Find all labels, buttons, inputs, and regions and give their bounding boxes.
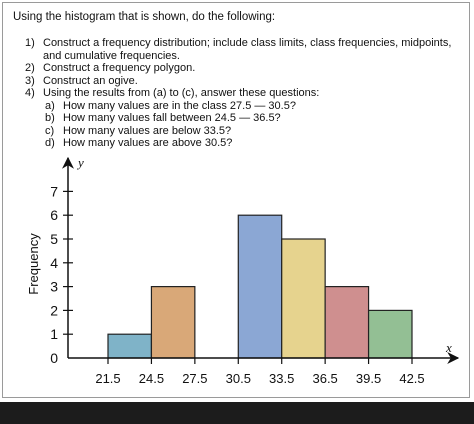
- task-item: 3) Construct an ogive.: [13, 75, 465, 88]
- histogram-bar: [367, 309, 413, 359]
- y-axis-letter: y: [76, 155, 84, 170]
- task-item: 1) Construct a frequency distribution; i…: [13, 37, 465, 62]
- x-tick-label: 39.5: [356, 371, 381, 386]
- histogram-bar: [107, 333, 153, 359]
- x-tick-label: 33.5: [269, 371, 294, 386]
- task-list: 1) Construct a frequency distribution; i…: [13, 37, 465, 150]
- task-number: 2): [25, 62, 35, 74]
- question-letter: b): [45, 112, 55, 124]
- question-item: c) How many values are below 33.5?: [43, 125, 465, 138]
- question-item: a) How many values are in the class 27.5…: [43, 100, 465, 113]
- y-axis-label: Frequency: [26, 233, 41, 295]
- task-item: 2) Construct a frequency polygon.: [13, 62, 465, 75]
- question-item: d) How many values are above 30.5?: [43, 137, 465, 150]
- task-text: Construct a frequency polygon.: [43, 62, 196, 74]
- question-letter: a): [45, 99, 55, 112]
- intro-text: Using the histogram that is shown, do th…: [13, 11, 276, 23]
- y-tick-label: 0: [50, 350, 58, 366]
- y-tick-label: 5: [50, 231, 58, 247]
- x-tick-label: 42.5: [399, 371, 424, 386]
- bars-group: [107, 214, 413, 359]
- task-number: 4): [25, 87, 35, 99]
- histogram-bar: [150, 286, 196, 359]
- task-item: 4) Using the results from (a) to (c), an…: [13, 87, 465, 150]
- y-tick-label: 3: [50, 279, 58, 295]
- y-tick-label: 6: [50, 207, 58, 223]
- question-list: a) How many values are in the class 27.5…: [43, 100, 465, 150]
- x-tick-label: 21.5: [95, 371, 120, 386]
- question-item: b) How many values fall between 24.5 — 3…: [43, 112, 465, 125]
- task-number: 3): [25, 74, 35, 87]
- x-tick-label: 30.5: [226, 371, 251, 386]
- question-text: How many values are in the class 27.5 — …: [63, 99, 296, 112]
- question-letter: d): [45, 137, 55, 149]
- task-text: Construct an ogive.: [43, 74, 138, 87]
- histogram-bar: [281, 238, 326, 359]
- x-tick-label: 24.5: [139, 371, 164, 386]
- histogram-chart: 0 1 2 3 4 5 6 7 21.5 24.5 27.5 30.5 33.5 36.5 39.5 42.…: [26, 155, 460, 386]
- x-ticks-group: 21.5 24.5 27.5 30.5 33.5 36.5 39.5 42.5: [95, 358, 425, 386]
- y-ticks-group: 0 1 2 3 4 5 6 7: [50, 183, 73, 366]
- x-tick-label: 36.5: [312, 371, 337, 386]
- y-tick-label: 2: [50, 302, 58, 318]
- question-text: How many values are above 30.5?: [63, 137, 233, 149]
- question-text: How many values fall between 24.5 — 36.5…: [63, 112, 281, 124]
- question-letter: c): [45, 124, 55, 137]
- histogram-bar: [237, 214, 283, 359]
- question-text: How many values are below 33.5?: [63, 124, 232, 137]
- x-axis-letter: x: [445, 340, 452, 355]
- problem-panel: Using the histogram that is shown, do th…: [2, 2, 470, 398]
- task-number: 1): [25, 37, 35, 49]
- y-tick-label: 1: [50, 326, 58, 342]
- task-text: Using the results from (a) to (c), answe…: [43, 87, 320, 99]
- histogram-bar: [324, 286, 370, 359]
- y-tick-label: 4: [50, 255, 58, 271]
- y-tick-label: 7: [50, 183, 58, 199]
- x-tick-label: 27.5: [182, 371, 207, 386]
- task-text: Construct a frequency distribution; incl…: [43, 37, 452, 62]
- bottom-bar: [0, 402, 474, 424]
